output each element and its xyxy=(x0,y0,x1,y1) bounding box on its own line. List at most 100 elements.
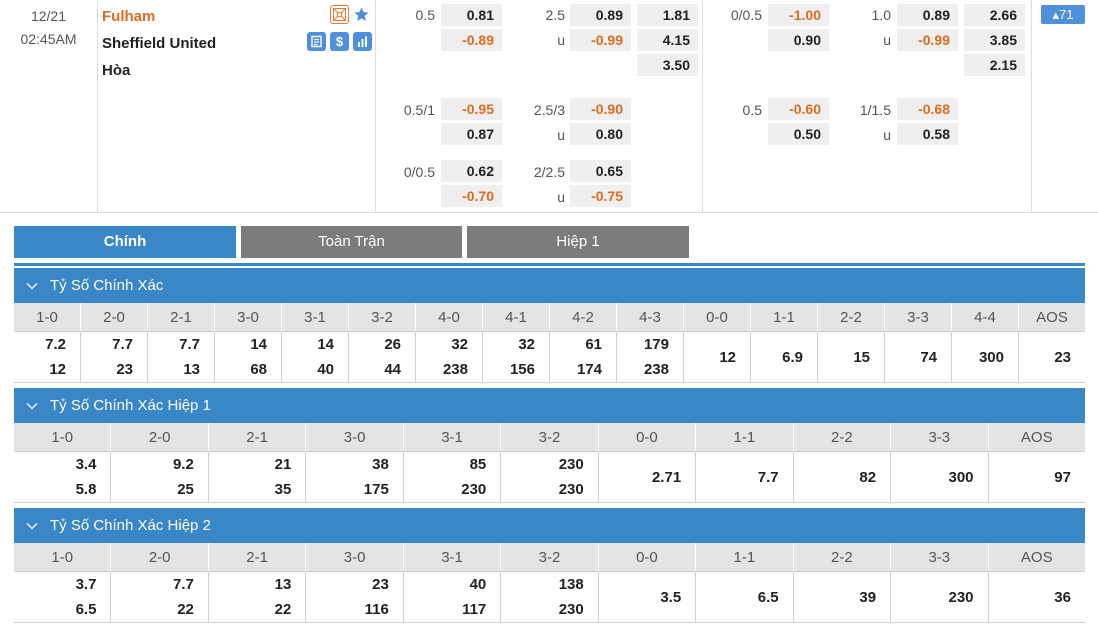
tab-main[interactable]: Chính xyxy=(14,226,236,258)
score-odds-cell[interactable]: 32 156 xyxy=(483,332,550,382)
score-odds-cell[interactable]: 7.7 22 xyxy=(111,572,209,622)
score-odds-value: 38 xyxy=(372,456,389,473)
bar-chart-icon[interactable] xyxy=(353,32,372,51)
score-odds-cell[interactable]: 97 xyxy=(989,452,1085,502)
score-odds-cell[interactable]: 179 238 xyxy=(617,332,684,382)
score-header-row: 1-0 2-0 2-1 3-0 3-1 3-2 0-0 1-1 2-2 3-3 AOS xyxy=(14,543,1085,572)
stats-book-icon[interactable] xyxy=(307,32,326,51)
score-odds-cell[interactable]: 82 xyxy=(794,452,892,502)
score-odds-value: 238 xyxy=(442,361,468,378)
score-odds-value: 230 xyxy=(558,481,584,498)
score-odds-cell[interactable]: 6.9 xyxy=(751,332,818,382)
dollar-icon[interactable]: $ xyxy=(330,32,349,51)
chevron-down-icon[interactable] xyxy=(14,402,50,410)
score-odds-cell[interactable]: 38 175 xyxy=(306,452,404,502)
section-title: Tỷ Số Chính Xác Hiệp 2 xyxy=(50,517,211,534)
score-odds-cell[interactable]: 32 238 xyxy=(416,332,483,382)
score-odds-cell[interactable]: 300 xyxy=(952,332,1019,382)
h1-hdp-home-odds[interactable]: -1.00 xyxy=(768,4,829,26)
h1-ou-under-odds[interactable]: 0.58 xyxy=(897,123,958,145)
score-odds-value: 14 xyxy=(250,336,267,353)
h1-ou-under-odds[interactable]: -0.99 xyxy=(897,29,958,51)
ft-hdp-away-odds[interactable]: -0.70 xyxy=(441,185,502,207)
ft-hdp-home-odds[interactable]: 0.81 xyxy=(441,4,502,26)
ft-hdp-away-odds[interactable]: 0.87 xyxy=(441,123,502,145)
score-odds-cell[interactable]: 7.7 13 xyxy=(148,332,215,382)
ft-ou-over-odds[interactable]: 0.65 xyxy=(570,160,631,182)
h1-hdp-home-odds[interactable]: -0.60 xyxy=(768,98,829,120)
chevron-down-icon[interactable] xyxy=(14,522,50,530)
divider xyxy=(375,0,376,213)
score-odds-cell[interactable]: 3.4 5.8 xyxy=(14,452,112,502)
divider xyxy=(97,0,98,213)
h1-1x2-away[interactable]: 3.85 xyxy=(964,29,1025,51)
score-odds-cell[interactable]: 138 230 xyxy=(501,572,599,622)
ft-1x2-home[interactable]: 1.81 xyxy=(637,4,698,26)
section-header[interactable]: Tỷ Số Chính Xác Hiệp 1 xyxy=(14,388,1085,423)
ft-hdp-away-odds[interactable]: -0.89 xyxy=(441,29,502,51)
score-odds-cell[interactable]: 74 xyxy=(885,332,952,382)
score-label: 2-0 xyxy=(111,423,209,451)
score-odds-cell[interactable]: 9.2 25 xyxy=(111,452,209,502)
score-odds-cell[interactable]: 26 44 xyxy=(349,332,416,382)
ft-ou-under-odds[interactable]: -0.99 xyxy=(570,29,631,51)
score-odds-cell[interactable]: 7.7 23 xyxy=(81,332,148,382)
away-team[interactable]: Sheffield United xyxy=(102,35,217,52)
score-odds-value: 82 xyxy=(859,468,877,486)
h1-ou-over-odds[interactable]: -0.68 xyxy=(897,98,958,120)
score-odds-cell[interactable]: 3.5 xyxy=(599,572,697,622)
score-odds-cell[interactable]: 6.5 xyxy=(696,572,794,622)
h1-1x2-draw[interactable]: 2.15 xyxy=(964,54,1025,76)
score-odds-cell[interactable]: 21 35 xyxy=(209,452,307,502)
ft-ou-under-label: u xyxy=(557,189,565,205)
star-icon[interactable] xyxy=(352,5,371,24)
ft-ou-over-odds[interactable]: -0.90 xyxy=(570,98,631,120)
ft-ou-under-odds[interactable]: 0.80 xyxy=(570,123,631,145)
score-odds-cell[interactable]: 61 174 xyxy=(550,332,617,382)
ft-1x2-draw[interactable]: 3.50 xyxy=(637,54,698,76)
score-odds-cell[interactable]: 13 22 xyxy=(209,572,307,622)
field-icon[interactable] xyxy=(330,5,349,24)
ft-hdp-home-odds[interactable]: 0.62 xyxy=(441,160,502,182)
ft-ou-over-odds[interactable]: 0.89 xyxy=(570,4,631,26)
h1-hdp-away-odds[interactable]: 0.90 xyxy=(768,29,829,51)
home-team[interactable]: Fulham xyxy=(102,8,156,25)
h1-1x2-home[interactable]: 2.66 xyxy=(964,4,1025,26)
score-odds-cell[interactable]: 36 xyxy=(989,572,1085,622)
score-odds-cell[interactable]: 23 116 xyxy=(306,572,404,622)
score-odds-cell[interactable]: 7.2 12 xyxy=(14,332,81,382)
score-odds-cell[interactable]: 12 xyxy=(684,332,751,382)
score-odds-cell[interactable]: 3.7 6.5 xyxy=(14,572,112,622)
section-header[interactable]: Tỷ Số Chính Xác Hiệp 2 xyxy=(14,508,1085,543)
score-odds-cell[interactable]: 230 xyxy=(891,572,989,622)
score-odds-cell[interactable]: 14 68 xyxy=(215,332,282,382)
tab-full-time[interactable]: Toàn Trận xyxy=(241,226,462,258)
more-markets-button[interactable]: ▴71 xyxy=(1041,5,1085,24)
ft-ou-under-odds[interactable]: -0.75 xyxy=(570,185,631,207)
score-odds-cell[interactable]: 15 xyxy=(818,332,885,382)
score-odds-cell[interactable]: 40 117 xyxy=(404,572,502,622)
score-odds-cell[interactable]: 7.7 xyxy=(696,452,794,502)
chevron-down-icon[interactable] xyxy=(14,282,50,290)
score-odds-value: 32 xyxy=(518,336,535,353)
score-odds-cell[interactable]: 2.71 xyxy=(599,452,697,502)
h1-hdp-away-odds[interactable]: 0.50 xyxy=(768,123,829,145)
score-odds-cell[interactable]: 300 xyxy=(891,452,989,502)
h1-ou-over-odds[interactable]: 0.89 xyxy=(897,4,958,26)
score-odds-cell[interactable]: 230 230 xyxy=(501,452,599,502)
ft-1x2-away[interactable]: 4.15 xyxy=(637,29,698,51)
score-label: 2-1 xyxy=(209,423,307,451)
score-odds-value: 12 xyxy=(49,361,66,378)
section-header[interactable]: Tỷ Số Chính Xác xyxy=(14,268,1085,303)
h1-ou-under-label: u xyxy=(883,32,891,48)
score-odds-value: 230 xyxy=(558,456,584,473)
score-label: 4-3 xyxy=(617,303,684,331)
ft-hdp-home-odds[interactable]: -0.95 xyxy=(441,98,502,120)
score-odds-cell[interactable]: 23 xyxy=(1019,332,1085,382)
score-odds-cell[interactable]: 39 xyxy=(794,572,892,622)
score-odds-cell[interactable]: 14 40 xyxy=(282,332,349,382)
tab-first-half[interactable]: Hiệp 1 xyxy=(467,226,689,258)
score-odds-cell[interactable]: 85 230 xyxy=(404,452,502,502)
ft-ou-line: 2.5/3 xyxy=(533,102,565,118)
score-odds-row: 3.4 5.8 9.2 25 21 35 38 175 85 230 230 230 2.71 7.7 82… xyxy=(14,452,1085,503)
